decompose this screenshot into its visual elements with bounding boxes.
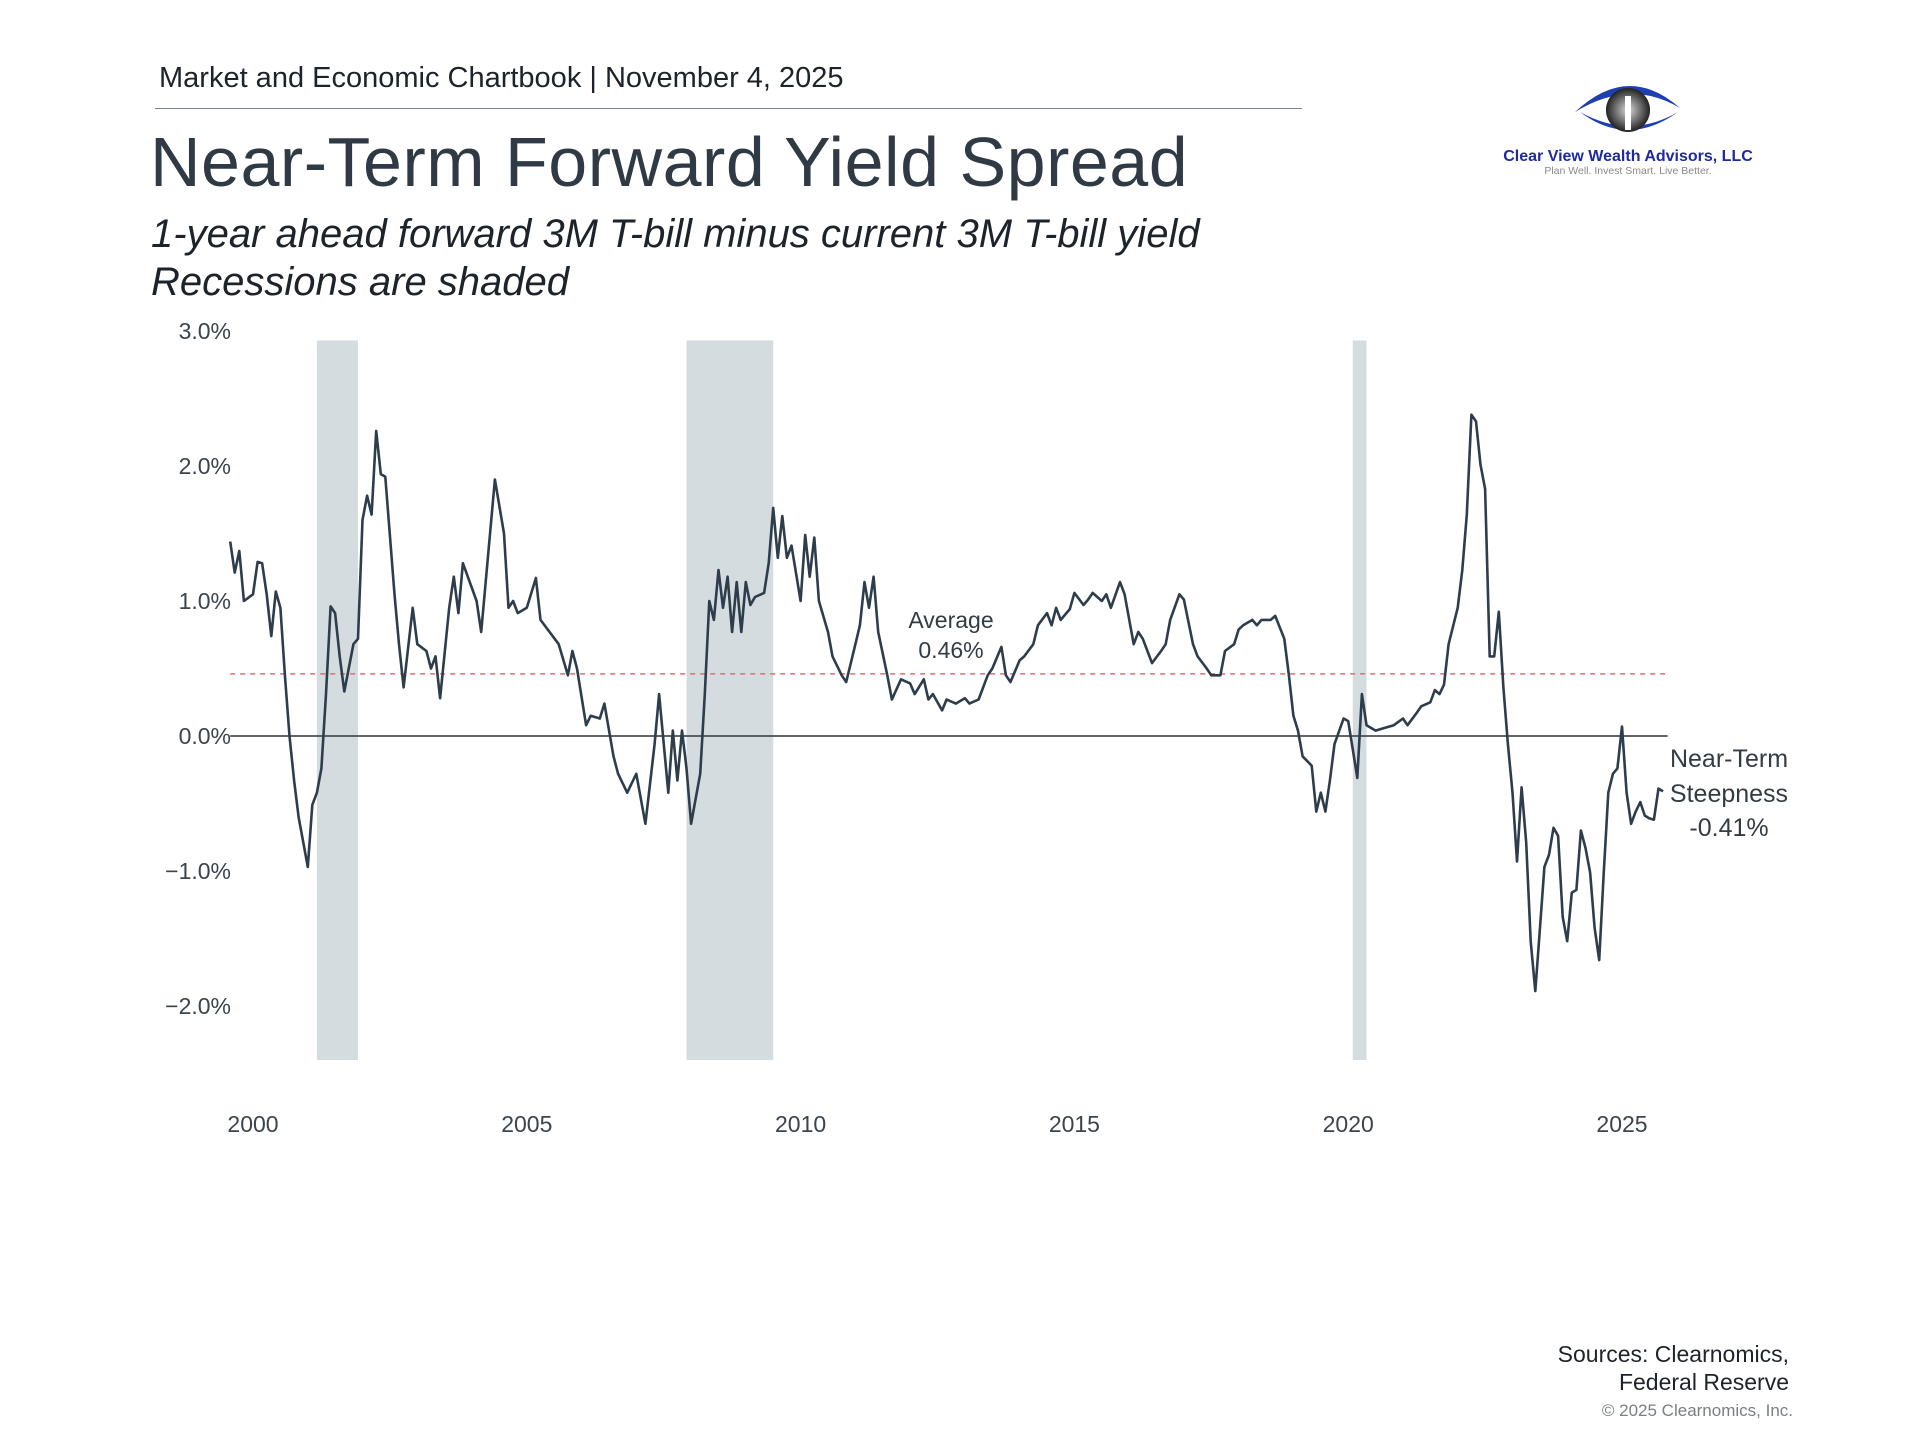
average-value: 0.46% xyxy=(918,637,983,663)
x-tick-label: 2020 xyxy=(1323,1111,1374,1137)
y-tick-label: 1.0% xyxy=(179,588,231,614)
average-label: Average xyxy=(908,607,993,633)
logo-tagline: Plan Well. Invest Smart. Live Better. xyxy=(1544,165,1711,177)
y-axis-ticks: 3.0% 2.0% 1.0% 0.0% −1.0% −2.0% xyxy=(165,318,231,1019)
logo-name: Clear View Wealth Advisors, LLC xyxy=(1503,148,1753,165)
x-tick-label: 2025 xyxy=(1596,1111,1647,1137)
x-tick-label: 2005 xyxy=(501,1111,552,1137)
y-tick-label: 2.0% xyxy=(179,453,231,479)
y-tick-label: −1.0% xyxy=(165,858,231,884)
subtitle-recessions: Recessions are shaded xyxy=(151,260,570,304)
copyright: © 2025 Clearnomics, Inc. xyxy=(1601,1401,1793,1420)
x-tick-label: 2000 xyxy=(227,1111,278,1137)
x-axis-ticks: 2000 2005 2010 2015 2020 2025 xyxy=(227,1111,1647,1137)
sources: Sources: Clearnomics, Federal Reserve xyxy=(1558,1340,1789,1396)
header-divider xyxy=(155,108,1302,109)
recession-band xyxy=(686,340,774,1060)
company-logo: Clear View Wealth Advisors, LLC Plan Wel… xyxy=(1503,85,1753,177)
series-line xyxy=(228,413,1664,993)
y-tick-label: 3.0% xyxy=(179,318,231,344)
recession-band xyxy=(316,340,358,1060)
end-annotation-line1: Near-Term xyxy=(1670,745,1788,773)
end-annotation-value: -0.41% xyxy=(1689,814,1768,842)
recession-band xyxy=(1352,340,1367,1060)
chartbook-header: Market and Economic Chartbook | November… xyxy=(159,62,844,94)
sources-line2: Federal Reserve xyxy=(1618,1369,1789,1395)
y-tick-label: −2.0% xyxy=(165,993,231,1019)
sources-line1: Sources: Clearnomics, xyxy=(1557,1341,1789,1367)
x-tick-label: 2015 xyxy=(1049,1111,1100,1137)
end-annotation-line2: Steepness xyxy=(1670,780,1788,808)
recession-shading xyxy=(316,340,1367,1060)
page-title: Near-Term Forward Yield Spread xyxy=(150,123,1189,201)
x-tick-label: 2010 xyxy=(775,1111,826,1137)
y-tick-label: 0.0% xyxy=(179,723,231,749)
subtitle: 1-year ahead forward 3M T-bill minus cur… xyxy=(151,212,1200,256)
